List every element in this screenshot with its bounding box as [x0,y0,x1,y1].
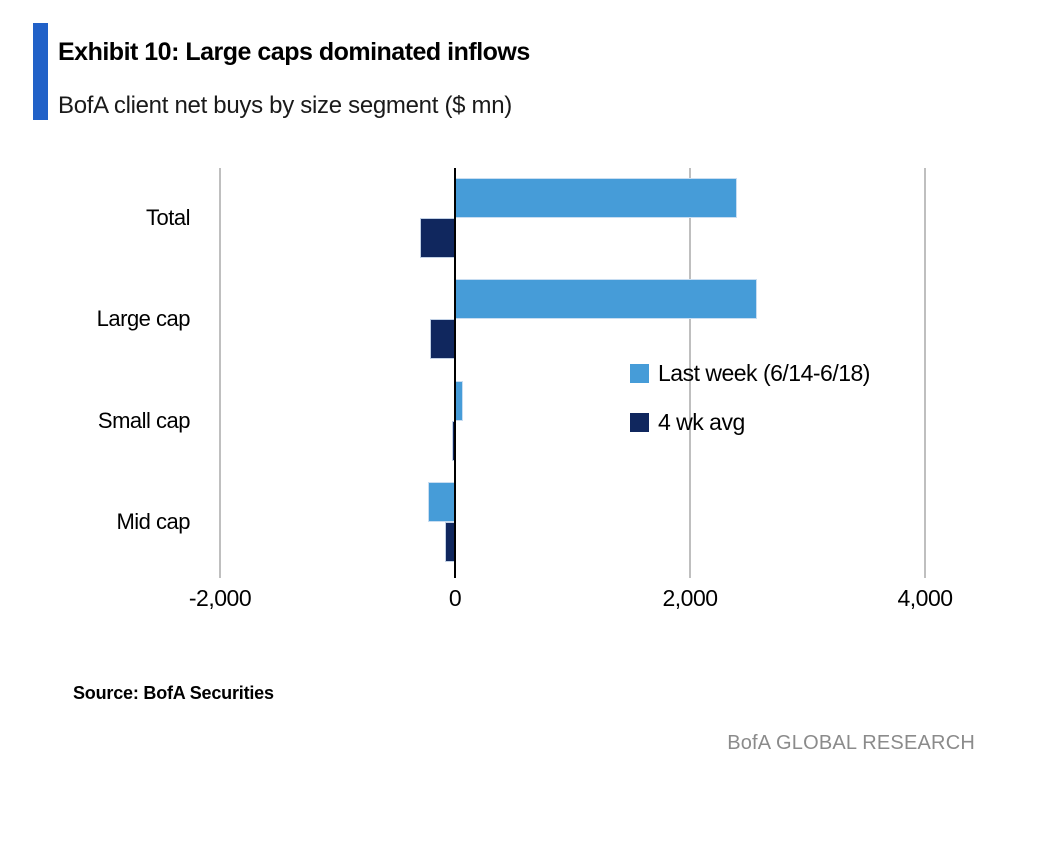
source-note: Source: BofA Securities [73,683,274,703]
x-axis-tick-label: 2,000 [662,585,718,611]
category-label: Mid cap [116,509,190,534]
legend-swatch-icon [630,363,649,383]
exhibit-subtitle: BofA client net buys by size segment ($ … [58,92,512,119]
bar-last-week-large-cap [455,279,757,319]
legend-item: Last week (6/14-6/18) [630,358,870,388]
bar-4wk-avg-total [419,217,455,258]
category-label: Large cap [96,306,191,331]
brand-note: BofA GLOBAL RESEARCH [727,732,975,754]
legend-label: 4 wk avg [658,408,745,435]
bar-last-week-small-cap [455,380,464,421]
gridline [924,168,926,578]
exhibit-title: Exhibit 10: Large caps dominated inflows [58,38,530,66]
zero-axis-line [453,168,456,578]
gridline [689,168,691,578]
title-accent-bar [33,23,48,120]
category-label: Small cap [97,407,191,433]
gridline [219,168,221,578]
category-label: Total [146,204,190,230]
x-axis-tick-label: 4,000 [897,585,953,611]
x-axis-tick-label: -2,000 [188,585,252,611]
bar-last-week-mid-cap [427,482,455,522]
legend-item: 4 wk avg [630,407,870,437]
x-axis-tick-label: 0 [448,585,462,611]
legend-label: Last week (6/14-6/18) [658,359,870,386]
bar-last-week-total [455,177,737,218]
legend-swatch-icon [630,412,649,432]
chart-legend: Last week (6/14-6/18) 4 wk avg [630,358,870,456]
bar-4wk-avg-large-cap [430,319,455,359]
